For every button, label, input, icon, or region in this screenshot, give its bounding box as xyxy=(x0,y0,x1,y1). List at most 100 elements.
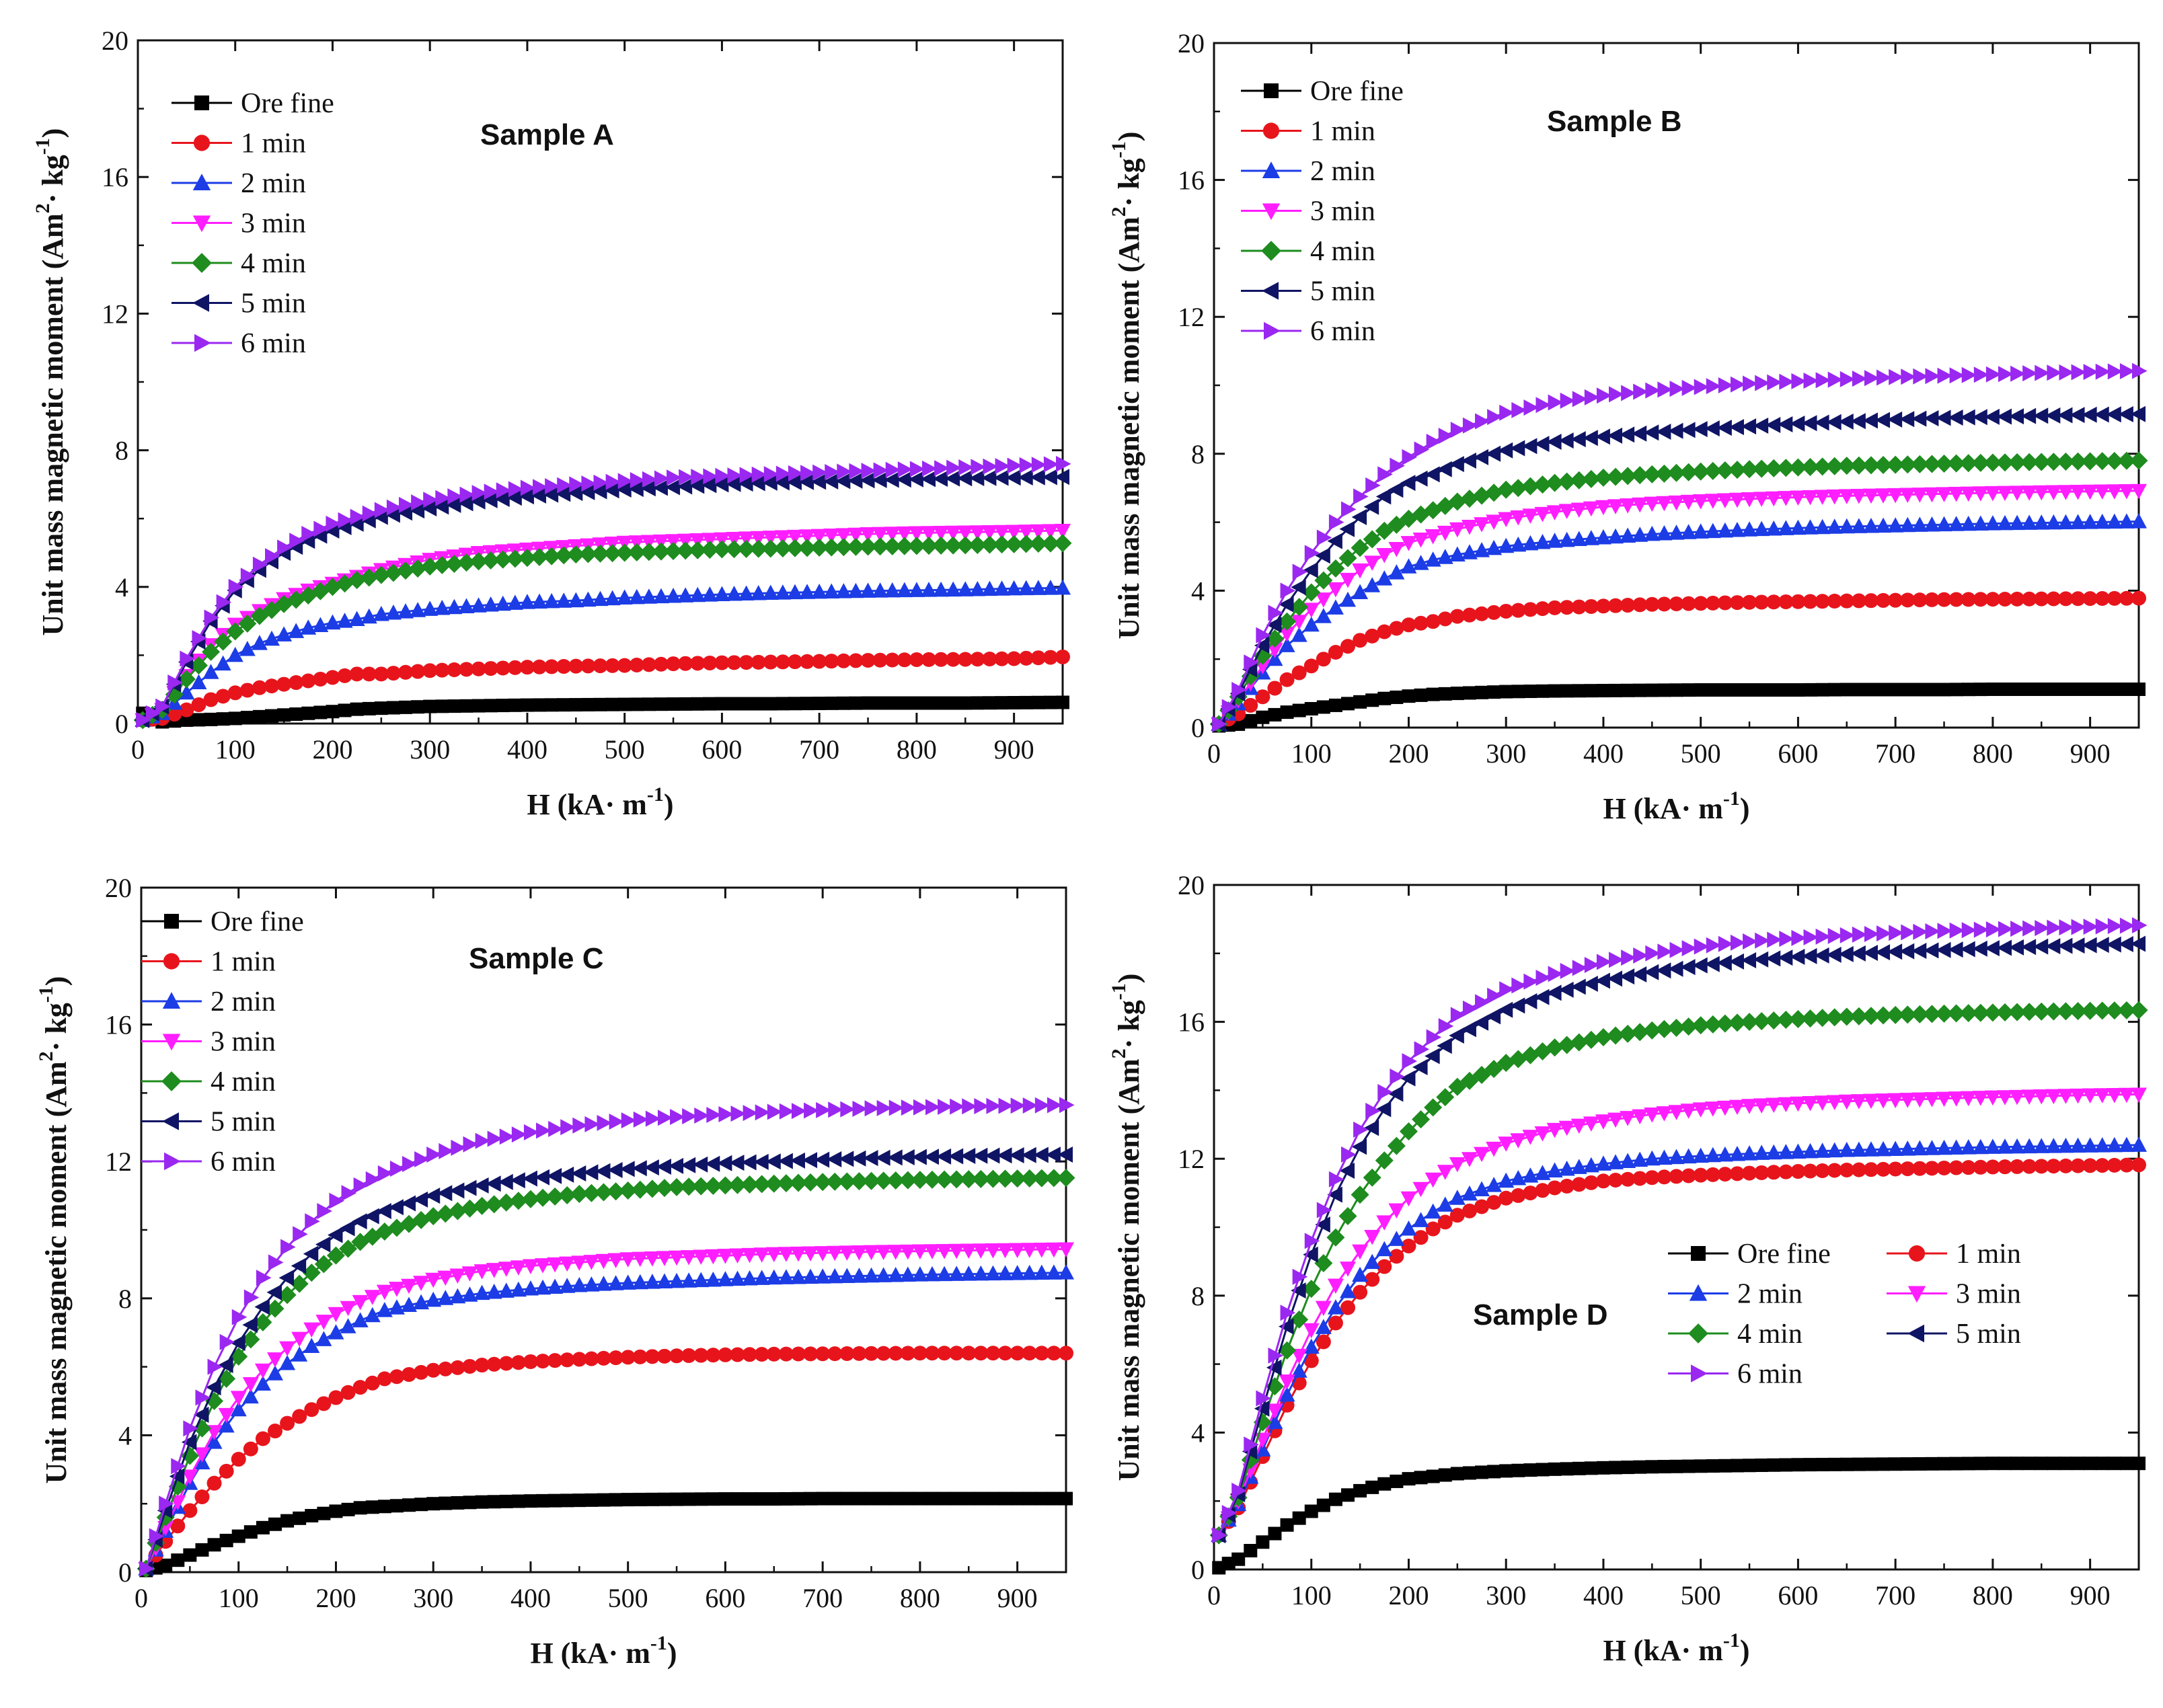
data-point xyxy=(798,539,817,557)
data-point xyxy=(872,527,888,543)
data-point xyxy=(876,1099,893,1116)
data-point xyxy=(876,1346,891,1361)
data-point xyxy=(1572,684,1586,698)
data-point xyxy=(1449,1157,1466,1173)
data-point xyxy=(1018,525,1034,540)
data-point xyxy=(1474,1147,1490,1163)
data-point xyxy=(1621,683,1635,697)
data-point xyxy=(2020,407,2037,424)
data-point xyxy=(2021,1089,2038,1105)
series-2-min xyxy=(1211,513,2147,731)
data-point xyxy=(1341,1488,1355,1502)
series-line xyxy=(145,1498,1066,1571)
series-1-min xyxy=(1211,590,2146,732)
data-point xyxy=(177,670,196,689)
data-point xyxy=(546,1167,562,1184)
data-point xyxy=(767,1103,783,1120)
data-point xyxy=(1007,696,1021,710)
data-point xyxy=(473,1284,490,1301)
data-point xyxy=(486,1284,502,1299)
legend-marker xyxy=(1691,1364,1708,1383)
data-point xyxy=(1937,367,1953,384)
data-point xyxy=(1279,1318,1294,1335)
data-point xyxy=(2131,483,2147,500)
y-tick-label: 12 xyxy=(1178,302,1205,332)
data-point xyxy=(1268,707,1282,722)
data-point xyxy=(435,490,451,506)
data-point xyxy=(1655,962,1671,979)
data-point xyxy=(1412,1110,1431,1129)
data-point xyxy=(1377,466,1393,483)
data-point xyxy=(1351,508,1367,525)
data-point xyxy=(1996,453,2014,472)
data-point xyxy=(921,652,936,667)
data-point xyxy=(192,713,206,727)
data-point xyxy=(1388,564,1405,580)
data-point xyxy=(616,589,633,605)
data-point xyxy=(1523,1463,1538,1477)
data-point xyxy=(340,1220,355,1237)
data-point xyxy=(1548,966,1564,982)
data-point xyxy=(874,1171,893,1190)
data-point xyxy=(2094,590,2110,606)
data-point xyxy=(447,662,462,677)
legend-label: 1 min xyxy=(211,947,276,978)
data-point xyxy=(705,1249,722,1265)
data-point xyxy=(432,555,451,574)
data-point xyxy=(1620,1153,1636,1169)
data-point xyxy=(669,1348,685,1364)
data-point xyxy=(593,474,609,491)
series-6-min xyxy=(1212,362,2148,732)
data-point xyxy=(207,1538,221,1552)
data-point xyxy=(981,525,998,541)
data-point xyxy=(555,486,571,502)
data-point xyxy=(2033,1089,2050,1105)
data-point xyxy=(2093,452,2112,471)
data-point xyxy=(303,1337,320,1354)
sample-label: Sample D xyxy=(1473,1298,1608,1331)
data-point xyxy=(1280,705,1294,720)
data-point xyxy=(1042,469,1057,486)
data-point xyxy=(305,1213,320,1230)
legend-label: 1 min xyxy=(241,128,306,159)
data-point xyxy=(1779,931,1794,947)
legend-item: 2 min xyxy=(172,168,306,199)
data-point xyxy=(1985,921,2002,938)
data-point xyxy=(1030,650,1046,666)
data-point xyxy=(1353,695,1367,709)
data-point xyxy=(228,578,244,595)
data-point xyxy=(535,1279,552,1295)
data-point xyxy=(338,512,354,529)
data-point xyxy=(535,1258,552,1274)
data-point xyxy=(790,1268,806,1284)
data-point xyxy=(1791,683,1805,697)
data-point xyxy=(1669,1459,1683,1473)
data-point xyxy=(2130,935,2146,952)
data-point xyxy=(957,525,974,541)
data-point xyxy=(1353,488,1369,505)
data-point xyxy=(876,1491,890,1506)
data-point xyxy=(2118,406,2133,423)
data-point xyxy=(1752,1012,1771,1031)
data-point xyxy=(827,1346,843,1362)
data-point xyxy=(2057,1137,2074,1153)
data-point xyxy=(1291,627,1307,642)
data-point xyxy=(230,1334,245,1351)
legend-label: Ore fine xyxy=(1737,1239,1831,1270)
data-point xyxy=(633,1111,649,1128)
data-point xyxy=(533,698,547,712)
data-point xyxy=(412,1210,430,1229)
sample-label: Sample A xyxy=(480,118,614,151)
data-point xyxy=(1021,1147,1036,1163)
data-point xyxy=(475,1495,489,1509)
legend-marker xyxy=(192,253,212,273)
data-point xyxy=(1887,943,1903,960)
data-point xyxy=(1839,1162,1854,1177)
data-point xyxy=(2047,919,2062,936)
data-point xyxy=(1438,1017,1454,1034)
data-point xyxy=(2119,363,2135,380)
y-axis-title: Unit mass magnetic moment (Am2· kg-1) xyxy=(32,128,69,636)
data-point xyxy=(1402,689,1416,703)
data-point xyxy=(1901,368,1916,385)
data-point xyxy=(449,1182,465,1199)
